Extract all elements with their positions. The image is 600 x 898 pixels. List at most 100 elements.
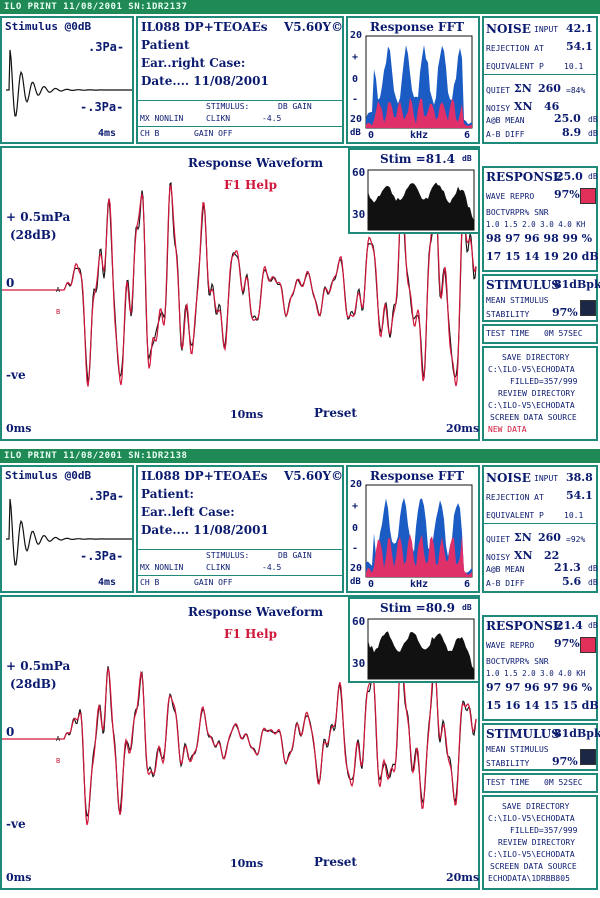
fft-y-tick-m20: 20 xyxy=(350,114,363,125)
preset-label: Preset xyxy=(314,855,357,869)
stim-spectrum-box: Stim =80.9 dB 60 30 xyxy=(348,597,480,683)
stimulus-bottom-label: -.3Pa- xyxy=(80,549,124,563)
fft-title: Response FFT xyxy=(370,469,465,483)
ab-diff-unit: dB xyxy=(588,129,598,138)
response-waveform xyxy=(2,181,477,387)
response-box: RESPONSE 25.0 dB WAVE REPRO 97% BOCTVRPR… xyxy=(482,166,599,272)
review-directory-label: REVIEW DIRECTORY xyxy=(498,389,576,398)
stim-level: Stim =81.4 xyxy=(380,152,455,166)
stim-y-30: 30 xyxy=(352,208,366,221)
stimulus-peak-value: 81dBpk xyxy=(554,278,600,291)
stim-spectrum-area xyxy=(368,182,474,230)
stability-indicator xyxy=(580,749,596,765)
stimulus-bottom-label: -.3Pa- xyxy=(80,100,124,114)
band-frequencies: 1.0 1.5 2.0 3.0 4.0 KH xyxy=(486,220,586,229)
ab-diff-value: 5.6 xyxy=(562,575,582,588)
fft-y-tick-20: 20 xyxy=(350,30,363,41)
fft-y-tick-minus: - xyxy=(352,543,359,554)
version-label: V5.60Y© xyxy=(284,20,344,34)
fft-y-tick-plus: + xyxy=(352,501,359,512)
wave-repro-value: 97% xyxy=(554,637,580,650)
stim-y-30: 30 xyxy=(352,657,366,670)
noisy-label: NOISY xyxy=(486,553,511,562)
rejection-value: 54.1 xyxy=(566,40,593,53)
test-info-box: IL088 DP+TEOAEs V5.60Y© Patient Ear..rig… xyxy=(136,16,344,144)
gain-off-label: GAIN OFF xyxy=(194,129,233,138)
stim-level: Stim =80.9 xyxy=(380,601,455,615)
stimulus-stats-box: STIMULUS 81dBpk MEAN STIMULUS STABILITY … xyxy=(482,274,600,322)
octave-repro-label: BOCTVRPR% SNR xyxy=(486,657,549,666)
fft-chart xyxy=(365,484,473,578)
noisy-symbol: XN xyxy=(514,549,533,562)
directory-box: SAVE DIRECTORY C:\ILO-V5\ECHODATA FILLED… xyxy=(482,346,598,441)
waveform-scale: + 0.5mPa xyxy=(6,210,71,224)
save-directory-label: SAVE DIRECTORY xyxy=(502,353,570,362)
response-value: 21.4 xyxy=(556,619,583,632)
fft-y-tick-m20: 20 xyxy=(350,563,363,574)
stimulus-title: Stimulus @0dB xyxy=(5,469,92,482)
waveform-title: Response Waveform xyxy=(188,156,324,170)
rejection-label: REJECTION AT xyxy=(486,44,544,53)
ab-stats-box: A@B MEAN 21.3 dB A-B DIFF 5.6 dB xyxy=(482,561,598,593)
ab-stats-box: A@B MEAN 25.0 dB A-B DIFF 8.9 dB xyxy=(482,112,598,144)
ab-mean-unit: dB xyxy=(588,115,598,124)
stability-value: 97% xyxy=(552,306,578,319)
fft-y-tick-0: 0 xyxy=(352,74,359,85)
stimulus-stats-box: STIMULUS 81dBpk MEAN STIMULUS STABILITY … xyxy=(482,723,600,771)
db-gain-header: DB GAIN xyxy=(278,551,312,560)
response-unit: dB xyxy=(588,621,598,630)
quiet-label: QUIET xyxy=(486,86,511,95)
repro-indicator xyxy=(580,637,596,653)
date-field: Date.... 11/08/2001 xyxy=(141,74,269,88)
version-label: V5.60Y© xyxy=(284,469,344,483)
snr-row: 17 15 14 19 20 dB xyxy=(486,250,599,263)
waveform-negative: -ve xyxy=(6,368,26,382)
stim-level-unit: dB xyxy=(462,154,472,163)
snr-row: 15 16 14 15 15 dB xyxy=(486,699,599,712)
fft-x-tick-6: 6 xyxy=(464,130,471,141)
stimulus-waveform xyxy=(6,498,132,566)
test-time-label: TEST TIME xyxy=(486,778,530,787)
time-10ms: 10ms xyxy=(230,408,264,421)
ab-mean-value: 21.3 xyxy=(554,561,581,574)
review-directory-path: C:\ILO-V5\ECHODATA xyxy=(488,401,575,410)
ear-field: Ear..right Case: xyxy=(141,56,246,70)
gain-off-label: GAIN OFF xyxy=(194,578,233,587)
stimulus-header: STIMULUS: xyxy=(206,102,250,111)
waveform-scale-db: (28dB) xyxy=(10,677,57,691)
noise-input-value: 42.1 xyxy=(566,22,593,35)
noise-input-value: 38.8 xyxy=(566,471,593,484)
mean-stimulus-label: MEAN STIMULUS xyxy=(486,745,549,754)
gain-value: -4.5 xyxy=(262,114,282,123)
stim-y-60: 60 xyxy=(352,166,366,179)
repro-row: 97 97 96 97 96 % xyxy=(486,681,593,694)
trace-a xyxy=(2,184,477,387)
rejection-value: 54.1 xyxy=(566,489,593,502)
trace-b-marker: B xyxy=(56,757,61,765)
response-fft-box: Response FFT 20 + 0 - 20 dB 0 kHz 6 xyxy=(346,465,480,593)
data-source-value: NEW DATA xyxy=(488,425,527,434)
stim-spectrum-chart xyxy=(367,169,475,231)
stimulus-waveform xyxy=(6,49,132,117)
print-header-bar: ILO PRINT 11/08/2001 SN:1DR2138 xyxy=(0,449,600,463)
fft-unit: dB xyxy=(350,577,361,587)
ab-mean-label: A@B MEAN xyxy=(486,565,525,574)
time-20ms: 20ms xyxy=(446,871,480,884)
fft-x-label: kHz xyxy=(410,579,429,590)
trace-b-marker: B xyxy=(56,308,61,316)
time-10ms: 10ms xyxy=(230,857,264,870)
equivalent-value: 10.1 xyxy=(564,62,584,71)
waveform-negative: -ve xyxy=(6,817,26,831)
fft-y-tick-minus: - xyxy=(352,94,359,105)
filled-count: FILLED=357/999 xyxy=(510,826,578,835)
quiet-percent: =84% xyxy=(566,86,586,95)
quiet-symbol: ΣN xyxy=(514,82,532,95)
stim-spectrum-chart xyxy=(367,618,475,680)
stimulus-trace xyxy=(6,498,132,566)
ab-diff-label: A-B DIFF xyxy=(486,579,525,588)
wave-repro-label: WAVE REPRO xyxy=(486,192,535,201)
save-directory-path: C:\ILO-V5\ECHODATA xyxy=(488,814,575,823)
preset-label: Preset xyxy=(314,406,357,420)
ilo-print-panel: ILO PRINT 11/08/2001 SN:1DR2138 Stimulus… xyxy=(0,449,600,894)
print-header-bar: ILO PRINT 11/08/2001 SN:1DR2137 xyxy=(0,0,600,14)
